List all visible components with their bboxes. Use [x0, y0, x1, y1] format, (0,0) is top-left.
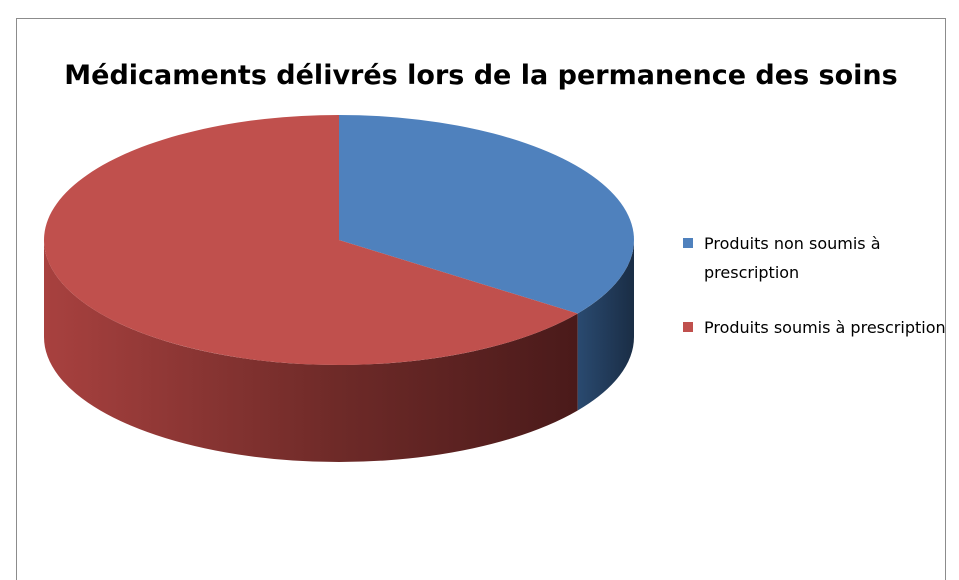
pie-slice	[44, 115, 578, 365]
legend-swatch	[683, 238, 693, 248]
chart-title: Médicaments délivrés lors de la permanen…	[64, 60, 898, 91]
pie-slice	[339, 115, 635, 314]
legend-label: Produits non soumis à prescription	[704, 234, 881, 282]
pie-slice-side	[44, 240, 578, 462]
legend-label: Produits soumis à prescription	[704, 318, 946, 337]
pie-slice-side	[577, 240, 634, 411]
legend-swatch	[683, 322, 693, 332]
chart-frame	[16, 18, 946, 580]
